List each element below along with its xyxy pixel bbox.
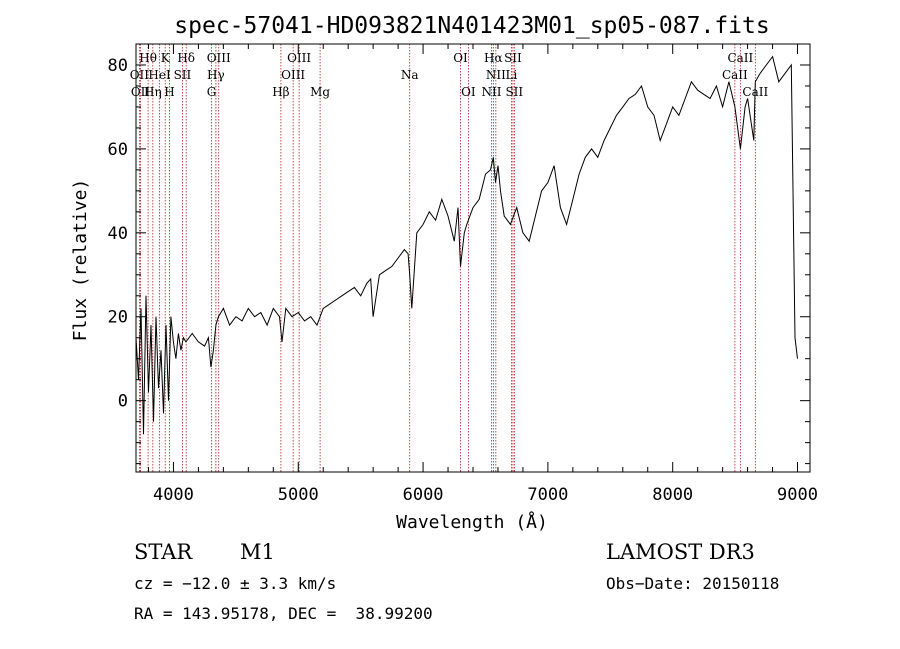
line-label-22: Hβ (272, 85, 289, 99)
line-label-9: OII (130, 68, 150, 82)
y-tick-label-40: 40 (108, 224, 128, 244)
line-label-11: SII (174, 68, 192, 82)
line-label-17: CaII (722, 68, 748, 82)
line-label-3: OIII (207, 51, 231, 65)
chart-title: spec-57041-HD093821N401423M01_sp05-087.f… (174, 13, 769, 39)
y-tick-label-20: 20 (108, 308, 128, 328)
spectral-line-markers (138, 44, 756, 472)
x-tick-label-8000: 8000 (652, 485, 693, 505)
x-tick-label-6000: 6000 (403, 485, 444, 505)
line-label-15: NII (486, 68, 506, 82)
line-label-5: OI (453, 51, 468, 65)
line-label-19: Hη (144, 85, 162, 99)
line-label-12: Hγ (207, 68, 225, 82)
y-axis: 0 20 40 60 80 (108, 43, 810, 465)
line-label-10: HeI (148, 68, 171, 82)
line-label-25: NII (481, 85, 501, 99)
x-tick-label-9000: 9000 (777, 485, 818, 505)
line-label-6: Hα (484, 51, 503, 65)
line-label-7: SII (504, 51, 522, 65)
spectrum-line (135, 55, 798, 435)
line-label-14: Na (401, 68, 419, 82)
object-subclass: M1 (240, 540, 275, 564)
line-label-13: OIII (281, 68, 305, 82)
x-axis: 4000 5000 6000 7000 8000 9000 (147, 44, 818, 505)
coordinates: RA = 143.95178, DEC = 38.99200 (134, 604, 433, 623)
line-label-24: OI (461, 85, 476, 99)
observation-date: Obs−Date: 20150118 (606, 574, 780, 593)
line-label-0: Hθ (139, 51, 157, 65)
x-axis-label: Wavelength (Å) (396, 511, 548, 533)
line-label-21: G (207, 85, 217, 99)
y-axis-label: Flux (relative) (70, 179, 91, 342)
x-tick-label-4000: 4000 (153, 485, 194, 505)
line-label-16: Li (506, 68, 518, 82)
survey-label: LAMOST DR3 (606, 540, 755, 564)
line-label-2: Hδ (177, 51, 195, 65)
line-label-26: SII (505, 85, 523, 99)
y-tick-label-60: 60 (108, 140, 128, 160)
line-label-8: CaII (727, 51, 753, 65)
object-class: STAR (134, 540, 193, 564)
line-label-23: Mg (310, 85, 330, 99)
x-tick-label-5000: 5000 (278, 485, 319, 505)
line-label-1: K (161, 51, 171, 65)
redshift-velocity: cz = −12.0 ± 3.3 km/s (134, 574, 337, 593)
plot-frame (135, 43, 811, 473)
line-label-20: H (164, 85, 174, 99)
line-label-4: OIII (287, 51, 311, 65)
y-tick-label-80: 80 (108, 56, 128, 76)
x-tick-label-7000: 7000 (527, 485, 568, 505)
y-tick-label-0: 0 (118, 392, 128, 412)
